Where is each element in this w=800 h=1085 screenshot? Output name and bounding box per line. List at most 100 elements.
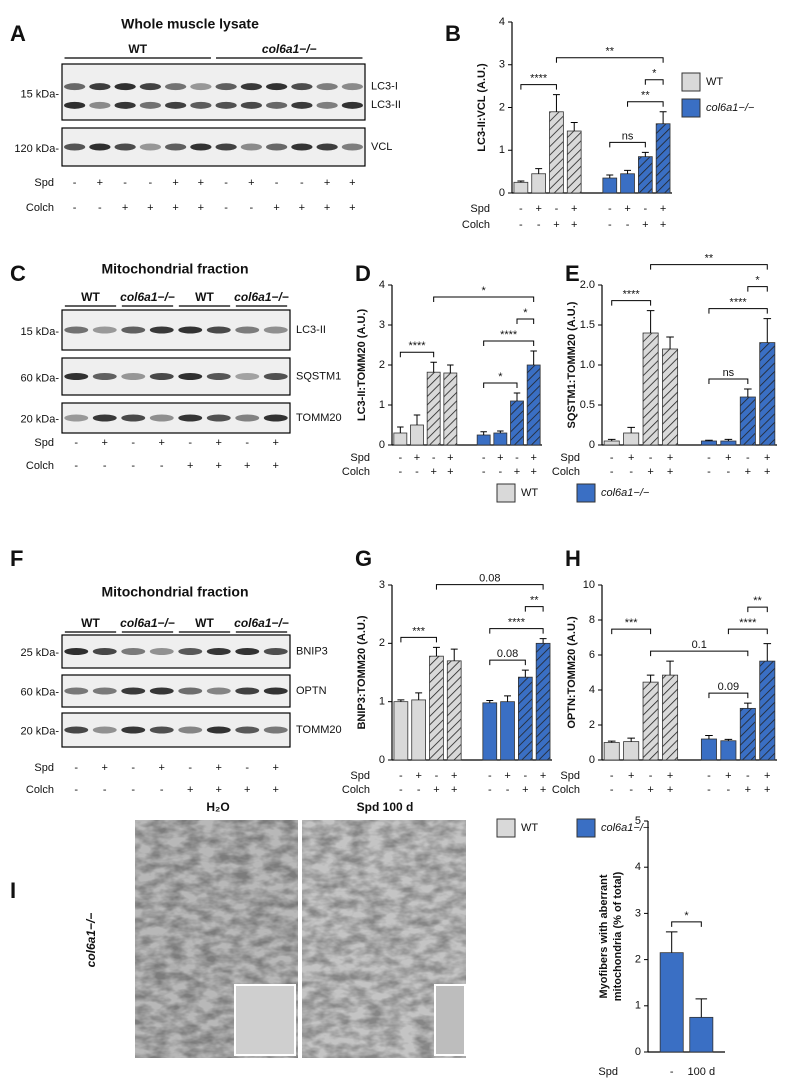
category-sign: + [725, 452, 731, 464]
row-label: Colch [342, 784, 370, 796]
bar [510, 400, 524, 446]
y-axis-label: LC3-II:TOMM20 (A.U.) [356, 309, 368, 422]
band [316, 83, 338, 91]
y-tick-label: 2.0 [580, 279, 595, 291]
bar [518, 676, 533, 761]
band [316, 143, 338, 151]
category-sign: + [628, 770, 634, 782]
category-sign: - [629, 784, 633, 796]
category-sign: - [415, 466, 419, 478]
band [263, 326, 288, 334]
y-tick-label: 2 [635, 954, 641, 966]
error-bar [397, 699, 405, 702]
band [235, 373, 260, 380]
bar [642, 332, 659, 446]
lane-sign: + [324, 202, 330, 214]
error-bar [413, 414, 421, 425]
group-label: WT [81, 290, 100, 304]
y-tick-label: 0 [379, 439, 385, 451]
category-sign: + [447, 452, 453, 464]
significance-bracket [555, 57, 664, 63]
category-sign: + [571, 219, 577, 231]
significance-label: **** [408, 340, 426, 352]
significance-bracket [483, 382, 518, 388]
band [64, 414, 89, 422]
significance-label: **** [623, 289, 641, 301]
error-bar [607, 438, 616, 441]
significance-label: * [498, 371, 503, 383]
band [178, 726, 203, 734]
category-sign: + [540, 770, 546, 782]
category-sign: + [451, 784, 457, 796]
y-tick-label: 1.0 [580, 359, 595, 371]
bar [531, 173, 547, 194]
micrograph-label: Spd 100 d [357, 800, 414, 814]
group-label: WT [195, 616, 214, 630]
band [149, 726, 174, 734]
band [121, 414, 146, 422]
row-label: Spd [34, 762, 54, 774]
significance-bracket [524, 606, 544, 612]
category-sign: + [745, 466, 751, 478]
band [215, 101, 237, 109]
band [266, 143, 288, 151]
bar [535, 642, 551, 761]
bar [603, 440, 620, 446]
lane-sign: + [299, 202, 305, 214]
y-axis-label: LC3-II:VCL (A.U.) [476, 63, 488, 152]
category-sign: - [432, 452, 436, 464]
row-label: Spd [34, 177, 54, 189]
band [266, 83, 288, 91]
band [206, 373, 231, 380]
category-sign: + [447, 466, 453, 478]
error-bar [513, 392, 521, 401]
category-sign: + [414, 452, 420, 464]
error-bar [666, 660, 674, 676]
mw-marker: 15 kDa- [20, 89, 59, 101]
band-label: SQSTM1 [296, 370, 341, 382]
lane-sign: + [349, 177, 355, 189]
significance-bracket [433, 296, 535, 302]
y-tick-label: 8 [589, 614, 595, 626]
band [215, 143, 237, 151]
significance-label: 0.09 [718, 681, 739, 693]
band [178, 373, 203, 380]
significance-label: ** [530, 595, 539, 607]
lane-sign: + [187, 460, 193, 472]
error-bar [530, 350, 537, 365]
category-sign: - [417, 784, 421, 796]
lane-sign: + [273, 202, 279, 214]
legend-swatch [496, 818, 516, 838]
band [121, 687, 146, 695]
band [92, 648, 117, 655]
band [240, 83, 262, 91]
error-bar [552, 94, 560, 112]
significance-bracket [747, 606, 768, 613]
row-label: Colch [26, 460, 54, 472]
band [341, 83, 363, 91]
y-tick-label: 3 [379, 579, 385, 591]
lane-sign: + [216, 437, 222, 449]
category-sign: + [660, 219, 666, 231]
group-label: col6a1−/− [262, 42, 317, 56]
lane-sign: - [245, 762, 249, 774]
significance-bracket [650, 264, 768, 270]
band [121, 648, 146, 655]
band [215, 83, 237, 91]
bar [410, 424, 424, 446]
row-label: Colch [26, 784, 54, 796]
error-bar [627, 426, 635, 433]
lane-sign: - [160, 784, 164, 796]
category-sign: + [667, 784, 673, 796]
panel-label: E [565, 261, 580, 286]
lane-sign: + [102, 762, 108, 774]
lane-sign: + [273, 762, 279, 774]
band [206, 687, 231, 695]
significance-label: **** [739, 617, 757, 629]
significance-label: *** [625, 617, 639, 629]
bar [513, 181, 529, 194]
band [240, 143, 262, 151]
significance-bracket [727, 628, 768, 635]
genotype-label: col6a1−/− [84, 913, 98, 968]
